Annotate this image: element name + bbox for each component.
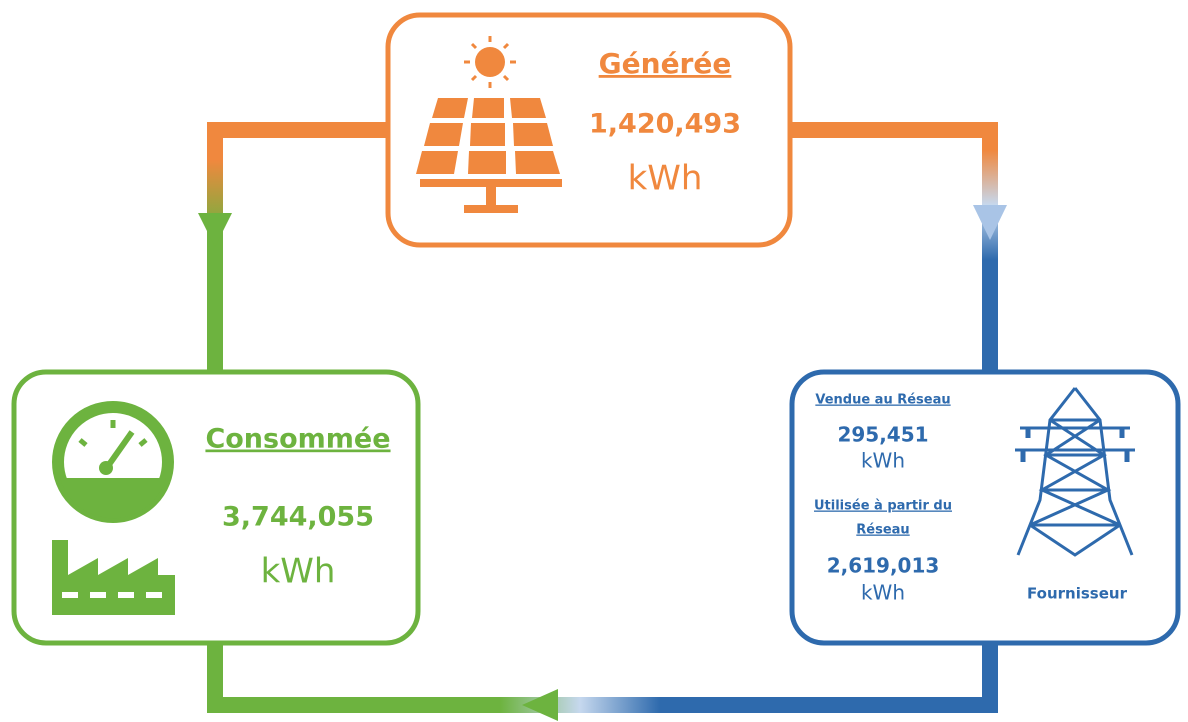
unit: kWh (261, 552, 336, 592)
solar-icon (416, 36, 562, 213)
value: 1,420,493 (589, 109, 741, 140)
title: Réseau (856, 523, 909, 538)
factory-icon (52, 540, 175, 615)
title: Consommée (205, 424, 390, 455)
title: Générée (599, 47, 732, 80)
arrow (198, 213, 232, 247)
meter-icon (52, 401, 174, 523)
unit: kWh (861, 449, 905, 473)
pylon-icon (1015, 387, 1135, 557)
arrow (973, 205, 1007, 240)
value: 2,619,013 (827, 554, 940, 578)
pipe (788, 122, 998, 372)
supplier-label: Fournisseur (1027, 585, 1128, 603)
value: 3,744,055 (222, 502, 374, 533)
pipe (207, 122, 388, 372)
unit: kWh (628, 159, 703, 199)
pipe (207, 643, 998, 713)
unit: kWh (861, 581, 905, 605)
title: Vendue au Réseau (815, 393, 950, 408)
arrow (522, 689, 558, 721)
value: 295,451 (837, 423, 928, 447)
title: Utilisée à partir du (814, 499, 952, 514)
